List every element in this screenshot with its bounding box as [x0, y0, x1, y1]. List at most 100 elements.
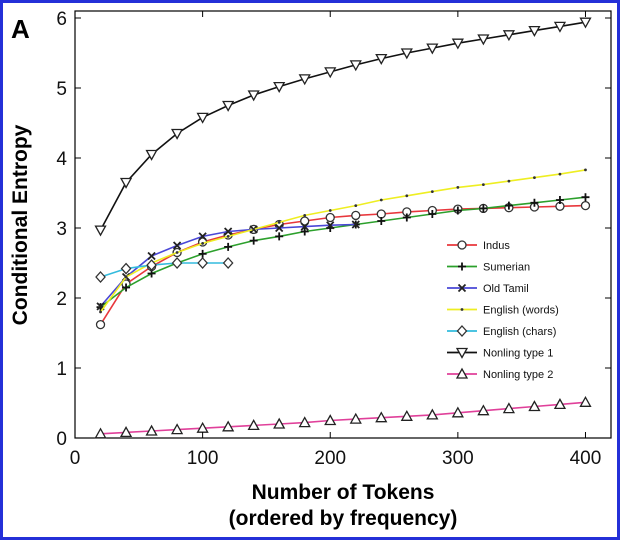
point-english-words-8	[303, 214, 307, 217]
point-sumerian-4	[198, 249, 207, 258]
point-nonling-type-1-0	[94, 225, 107, 237]
point-nonling-type-2-8	[298, 416, 311, 428]
point-indus-8	[300, 216, 310, 226]
point-english-words-15	[481, 183, 485, 187]
point-english-words-0	[99, 310, 102, 314]
point-nonling-type-1-8	[298, 74, 311, 86]
y-tick-label-3: 3	[56, 219, 67, 240]
point-english-words-11	[379, 198, 383, 202]
point-sumerian-12	[402, 213, 411, 222]
legend-entry-nonling-type-1: Nonling type 1	[447, 348, 553, 360]
legend-label-nonling-type-2: Nonling type 2	[483, 369, 553, 381]
point-old-tamil-4	[198, 232, 207, 241]
point-nonling-type-1-16	[502, 30, 516, 42]
legend-label-indus: Indus	[483, 240, 510, 252]
point-nonling-type-2-5	[222, 420, 235, 432]
point-nonling-type-1-4	[196, 112, 209, 124]
point-english-words-4	[201, 242, 205, 245]
ticks-layer: 0 100 200 300 400 0 1 2 3 4 5 6	[56, 9, 611, 469]
series-nonling-type-2	[94, 395, 592, 439]
y-axis-title: Conditional Entropy	[9, 124, 32, 325]
point-indus-10	[351, 210, 361, 221]
point-english-words-5	[226, 235, 230, 238]
point-sumerian-14	[453, 206, 462, 215]
point-english-chars-4	[197, 257, 208, 269]
point-nonling-type-2-2	[145, 424, 158, 436]
point-nonling-type-1-2	[145, 149, 158, 161]
legend-marker-nonling-type-2	[455, 367, 469, 379]
point-nonling-type-1-15	[477, 34, 490, 46]
point-sumerian-7	[275, 232, 284, 241]
y-tick-label-2: 2	[56, 289, 67, 310]
point-sumerian-6	[249, 236, 258, 245]
point-nonling-type-2-17	[528, 400, 541, 412]
point-nonling-type-1-10	[349, 60, 362, 72]
point-sumerian-15	[479, 204, 488, 213]
point-english-words-12	[405, 194, 409, 198]
point-sumerian-18	[555, 196, 564, 204]
point-indus-11	[376, 209, 386, 219]
x-axis-title-line2: (ordered by frequency)	[229, 507, 458, 530]
point-old-tamil-5	[224, 227, 233, 236]
point-nonling-type-2-12	[400, 409, 413, 421]
point-nonling-type-1-9	[324, 67, 337, 79]
legend-label-nonling-type-1: Nonling type 1	[483, 348, 553, 360]
series-nonling-type-1	[94, 17, 592, 237]
series-english-words	[99, 168, 587, 314]
legend-marker-indus	[457, 240, 467, 250]
point-sumerian-19	[581, 193, 590, 202]
legend-entry-old-tamil: Old Tamil	[447, 283, 529, 295]
point-old-tamil-2	[147, 251, 156, 261]
point-nonling-type-2-3	[170, 423, 184, 435]
point-english-words-16	[507, 179, 511, 183]
point-english-words-3	[175, 251, 179, 254]
point-nonling-type-2-18	[553, 398, 567, 410]
legend-entry-indus: Indus	[447, 240, 510, 252]
point-nonling-type-2-1	[119, 426, 133, 438]
y-tick-label-5: 5	[56, 79, 67, 100]
legend-label-english-words: English (words)	[483, 305, 559, 317]
point-nonling-type-2-9	[324, 414, 337, 426]
legend-marker-old-tamil	[457, 283, 467, 293]
point-old-tamil-9	[326, 221, 335, 230]
legend-label-old-tamil: Old Tamil	[483, 283, 529, 295]
point-nonling-type-1-11	[375, 53, 388, 65]
point-english-words-13	[430, 190, 434, 194]
point-nonling-type-2-16	[502, 402, 516, 414]
point-english-words-18	[558, 172, 562, 176]
legend-label-sumerian: Sumerian	[483, 262, 530, 274]
point-english-words-17	[533, 176, 536, 180]
point-english-words-9	[328, 209, 332, 212]
point-indus-9	[325, 212, 335, 223]
point-english-words-6	[252, 228, 256, 231]
legend-marker-english-words	[460, 308, 464, 311]
legend-entry-english-words: English (words)	[447, 305, 559, 317]
point-sumerian-11	[377, 217, 386, 225]
conditional-entropy-chart: 0 100 200 300 400 0 1 2 3 4 5 6 Indus Sumerian Old Ta…	[9, 9, 612, 530]
y-tick-label-1: 1	[56, 359, 67, 380]
point-nonling-type-1-13	[426, 43, 439, 55]
point-indus-19	[580, 200, 591, 211]
point-english-words-1	[124, 275, 128, 279]
point-old-tamil-8	[300, 222, 309, 231]
point-sumerian-16	[504, 201, 513, 210]
point-nonling-type-2-15	[477, 404, 490, 416]
y-tick-label-4: 4	[56, 149, 67, 170]
point-sumerian-5	[224, 242, 233, 251]
y-tick-label-0: 0	[56, 429, 67, 450]
y-tick-label-6: 6	[56, 9, 67, 30]
point-english-chars-1	[120, 262, 132, 275]
point-old-tamil-7	[275, 223, 284, 233]
point-nonling-type-2-10	[349, 412, 362, 424]
legend-entry-sumerian: Sumerian	[447, 262, 530, 274]
legend-marker-sumerian	[458, 262, 466, 271]
point-nonling-type-2-11	[375, 411, 388, 423]
point-old-tamil-3	[172, 241, 182, 250]
series-old-tamil	[96, 220, 360, 311]
x-tick-label-0: 0	[70, 448, 81, 469]
series-line-english-words	[99, 169, 586, 313]
point-nonling-type-1-5	[222, 100, 235, 112]
point-english-words-7	[277, 221, 281, 224]
point-nonling-type-2-0	[94, 427, 107, 439]
legend-entry-nonling-type-2: Nonling type 2	[447, 367, 553, 381]
